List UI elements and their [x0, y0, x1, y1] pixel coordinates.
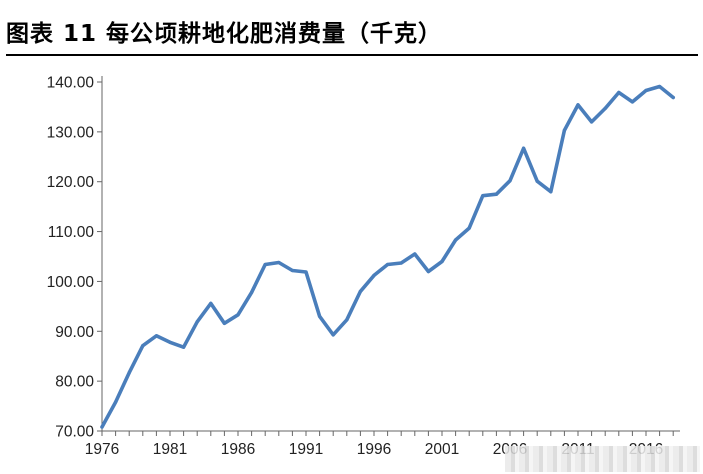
data-point	[250, 290, 254, 294]
title-underline	[6, 54, 698, 56]
data-point	[426, 269, 430, 274]
data-point	[454, 238, 458, 242]
data-point	[345, 318, 349, 322]
data-point	[590, 120, 594, 124]
data-point	[671, 95, 675, 100]
x-tick-label: 1996	[357, 441, 391, 458]
y-tick-label: 70.00	[55, 424, 94, 441]
data-point	[141, 344, 145, 348]
data-point	[182, 345, 186, 349]
chart-title-bar: 图表 11 每公顷耕地化肥消费量（千克）	[0, 0, 703, 56]
y-axis-ticks: 70.00 80.00 90.00 100.00 110.00 120.00 130.00 1…	[47, 75, 102, 441]
data-point	[290, 268, 294, 273]
data-point	[549, 190, 553, 194]
data-point	[522, 146, 526, 150]
data-point	[100, 425, 104, 429]
x-tick-label: 2001	[425, 441, 459, 458]
chart-title: 图表 11 每公顷耕地化肥消费量（千克）	[6, 21, 443, 47]
data-point	[277, 260, 281, 265]
data-point	[236, 313, 240, 317]
data-point	[222, 321, 226, 325]
data-point	[508, 179, 512, 183]
data-point	[114, 400, 118, 404]
data-point	[168, 340, 172, 344]
data-point	[399, 261, 403, 265]
data-point	[658, 84, 662, 89]
x-tick-label: 1976	[85, 441, 119, 458]
data-point	[263, 262, 267, 267]
data-point	[154, 334, 158, 338]
data-point	[195, 320, 199, 324]
data-point	[209, 301, 213, 305]
watermark-blur	[505, 446, 700, 472]
y-tick-label: 120.00	[47, 174, 95, 191]
data-point	[358, 289, 362, 293]
data-point	[535, 179, 539, 183]
series-line	[100, 84, 676, 429]
y-tick-label: 100.00	[47, 274, 95, 291]
data-point	[413, 252, 417, 256]
x-tick-label: 1991	[289, 441, 323, 458]
data-point	[440, 259, 444, 264]
data-point	[603, 106, 607, 110]
data-point	[304, 270, 308, 274]
y-tick-label: 140.00	[47, 75, 95, 92]
series-group	[100, 84, 676, 429]
x-tick-label: 1981	[153, 441, 187, 458]
y-tick-label: 110.00	[48, 224, 95, 241]
y-tick-label: 90.00	[55, 324, 94, 341]
data-point	[576, 103, 580, 107]
axes-group	[101, 76, 680, 432]
data-point	[467, 226, 471, 230]
data-point	[562, 128, 567, 132]
y-tick-label: 130.00	[47, 124, 95, 141]
data-point	[331, 333, 335, 337]
data-point	[386, 262, 390, 267]
data-point	[630, 100, 635, 104]
y-tick-label: 80.00	[55, 374, 94, 391]
data-point	[617, 90, 621, 95]
data-point	[481, 194, 485, 198]
data-point	[644, 88, 648, 93]
data-point	[318, 314, 322, 318]
x-tick-label: 1986	[221, 441, 255, 458]
data-point	[494, 192, 498, 196]
data-point	[372, 273, 376, 277]
data-point	[127, 371, 131, 375]
